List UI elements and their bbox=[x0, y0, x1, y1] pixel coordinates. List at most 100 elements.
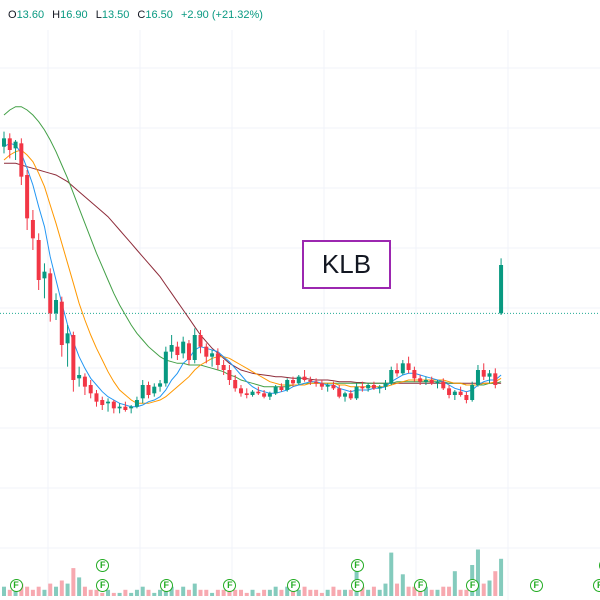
candle-body bbox=[238, 388, 243, 394]
candle-body bbox=[429, 380, 434, 384]
candle-body bbox=[215, 353, 220, 365]
event-marker-icon[interactable]: F bbox=[593, 579, 600, 592]
volume-bar bbox=[233, 589, 238, 596]
volume-bar bbox=[499, 558, 504, 596]
volume-bar bbox=[54, 586, 59, 596]
close-value: 16.50 bbox=[145, 9, 173, 21]
event-marker-icon[interactable]: F bbox=[286, 579, 300, 592]
candle-body bbox=[204, 346, 209, 357]
high-key: H bbox=[52, 9, 61, 21]
volume-bar bbox=[377, 589, 382, 596]
candle-body bbox=[192, 335, 197, 360]
volume-bar bbox=[412, 586, 417, 596]
event-marker-icon[interactable]: F bbox=[159, 579, 173, 592]
volume-bar bbox=[458, 589, 463, 596]
candle-body bbox=[123, 406, 128, 410]
event-marker-icon[interactable]: F bbox=[529, 579, 543, 592]
candle-body bbox=[481, 370, 486, 377]
volume-bar bbox=[210, 592, 215, 596]
volume-bar bbox=[279, 589, 284, 596]
candle-body bbox=[100, 400, 105, 405]
candle-body bbox=[418, 378, 423, 382]
volume-bar bbox=[175, 589, 180, 596]
volume-bar bbox=[42, 589, 47, 596]
candle-body bbox=[233, 380, 238, 389]
event-marker-icon[interactable]: F bbox=[96, 579, 110, 592]
candle-body bbox=[262, 393, 267, 397]
volume-bar bbox=[366, 589, 371, 596]
volume-bar bbox=[82, 586, 87, 596]
event-marker-icon[interactable]: F bbox=[96, 559, 110, 572]
volume-bar bbox=[117, 592, 122, 596]
volume-bar bbox=[36, 586, 41, 596]
volume-bar bbox=[59, 580, 64, 596]
candle-body bbox=[77, 375, 82, 379]
volume-bar bbox=[371, 586, 376, 596]
volume-bar bbox=[2, 586, 6, 596]
candle-body bbox=[314, 381, 319, 384]
candle-body bbox=[452, 391, 457, 395]
candle-body bbox=[319, 383, 324, 387]
candle-body bbox=[360, 386, 365, 389]
candle-body bbox=[470, 385, 475, 400]
candle-body bbox=[441, 381, 446, 389]
volume-bar bbox=[435, 589, 440, 596]
candle-body bbox=[140, 385, 145, 399]
event-marker-icon[interactable]: F bbox=[223, 579, 237, 592]
candle-body bbox=[48, 273, 53, 314]
candle-body bbox=[279, 386, 284, 390]
volume-bar bbox=[418, 589, 423, 596]
volume-bar bbox=[302, 586, 307, 596]
candle-body bbox=[285, 380, 290, 390]
moving-average-green bbox=[3, 106, 502, 388]
candle-body bbox=[25, 175, 30, 219]
volume-bar bbox=[169, 586, 174, 596]
candle-body bbox=[377, 386, 382, 389]
candle-body bbox=[59, 301, 64, 345]
volume-bar bbox=[360, 586, 365, 596]
candle-body bbox=[71, 335, 76, 380]
event-marker-icon[interactable]: F bbox=[9, 579, 23, 592]
candle-body bbox=[400, 363, 405, 374]
candle-body bbox=[7, 138, 12, 150]
volume-bar bbox=[423, 586, 428, 596]
candle-body bbox=[383, 383, 388, 387]
volume-bar bbox=[134, 589, 139, 596]
candle-body bbox=[169, 345, 174, 352]
change-value: +2.90 (+21.32%) bbox=[180, 9, 263, 21]
event-marker-icon[interactable]: F bbox=[350, 559, 364, 572]
low-key: L bbox=[95, 9, 102, 21]
candle-body bbox=[273, 386, 278, 394]
candle-body bbox=[210, 353, 215, 357]
event-marker-icon[interactable]: F bbox=[414, 579, 428, 592]
volume-bar bbox=[123, 589, 128, 596]
candle-body bbox=[412, 370, 417, 379]
candle-body bbox=[181, 341, 186, 354]
candle-body bbox=[343, 393, 348, 397]
candle-body bbox=[435, 381, 440, 384]
volume-bar bbox=[406, 586, 411, 596]
volume-bar bbox=[487, 580, 492, 596]
volume-bar bbox=[7, 589, 12, 596]
volume-bar bbox=[77, 577, 82, 596]
volume-bar bbox=[181, 586, 186, 596]
event-marker-icon[interactable]: F bbox=[466, 579, 480, 592]
candle-body bbox=[256, 391, 261, 394]
volume-bar bbox=[319, 592, 324, 596]
volume-bar bbox=[146, 589, 151, 596]
high-value: 16.90 bbox=[60, 9, 88, 21]
volume-bar bbox=[383, 583, 388, 596]
volume-bar bbox=[48, 583, 53, 596]
volume-bar bbox=[475, 549, 480, 596]
candle-body bbox=[250, 391, 255, 395]
event-marker-icon[interactable]: F bbox=[350, 579, 364, 592]
volume-bar bbox=[308, 589, 313, 596]
volume-bar bbox=[441, 586, 446, 596]
volume-bar bbox=[129, 592, 134, 596]
volume-bar bbox=[331, 586, 336, 596]
volume-bar bbox=[215, 589, 220, 596]
candle-body bbox=[308, 380, 313, 382]
ticker-label: KLB bbox=[302, 240, 391, 289]
